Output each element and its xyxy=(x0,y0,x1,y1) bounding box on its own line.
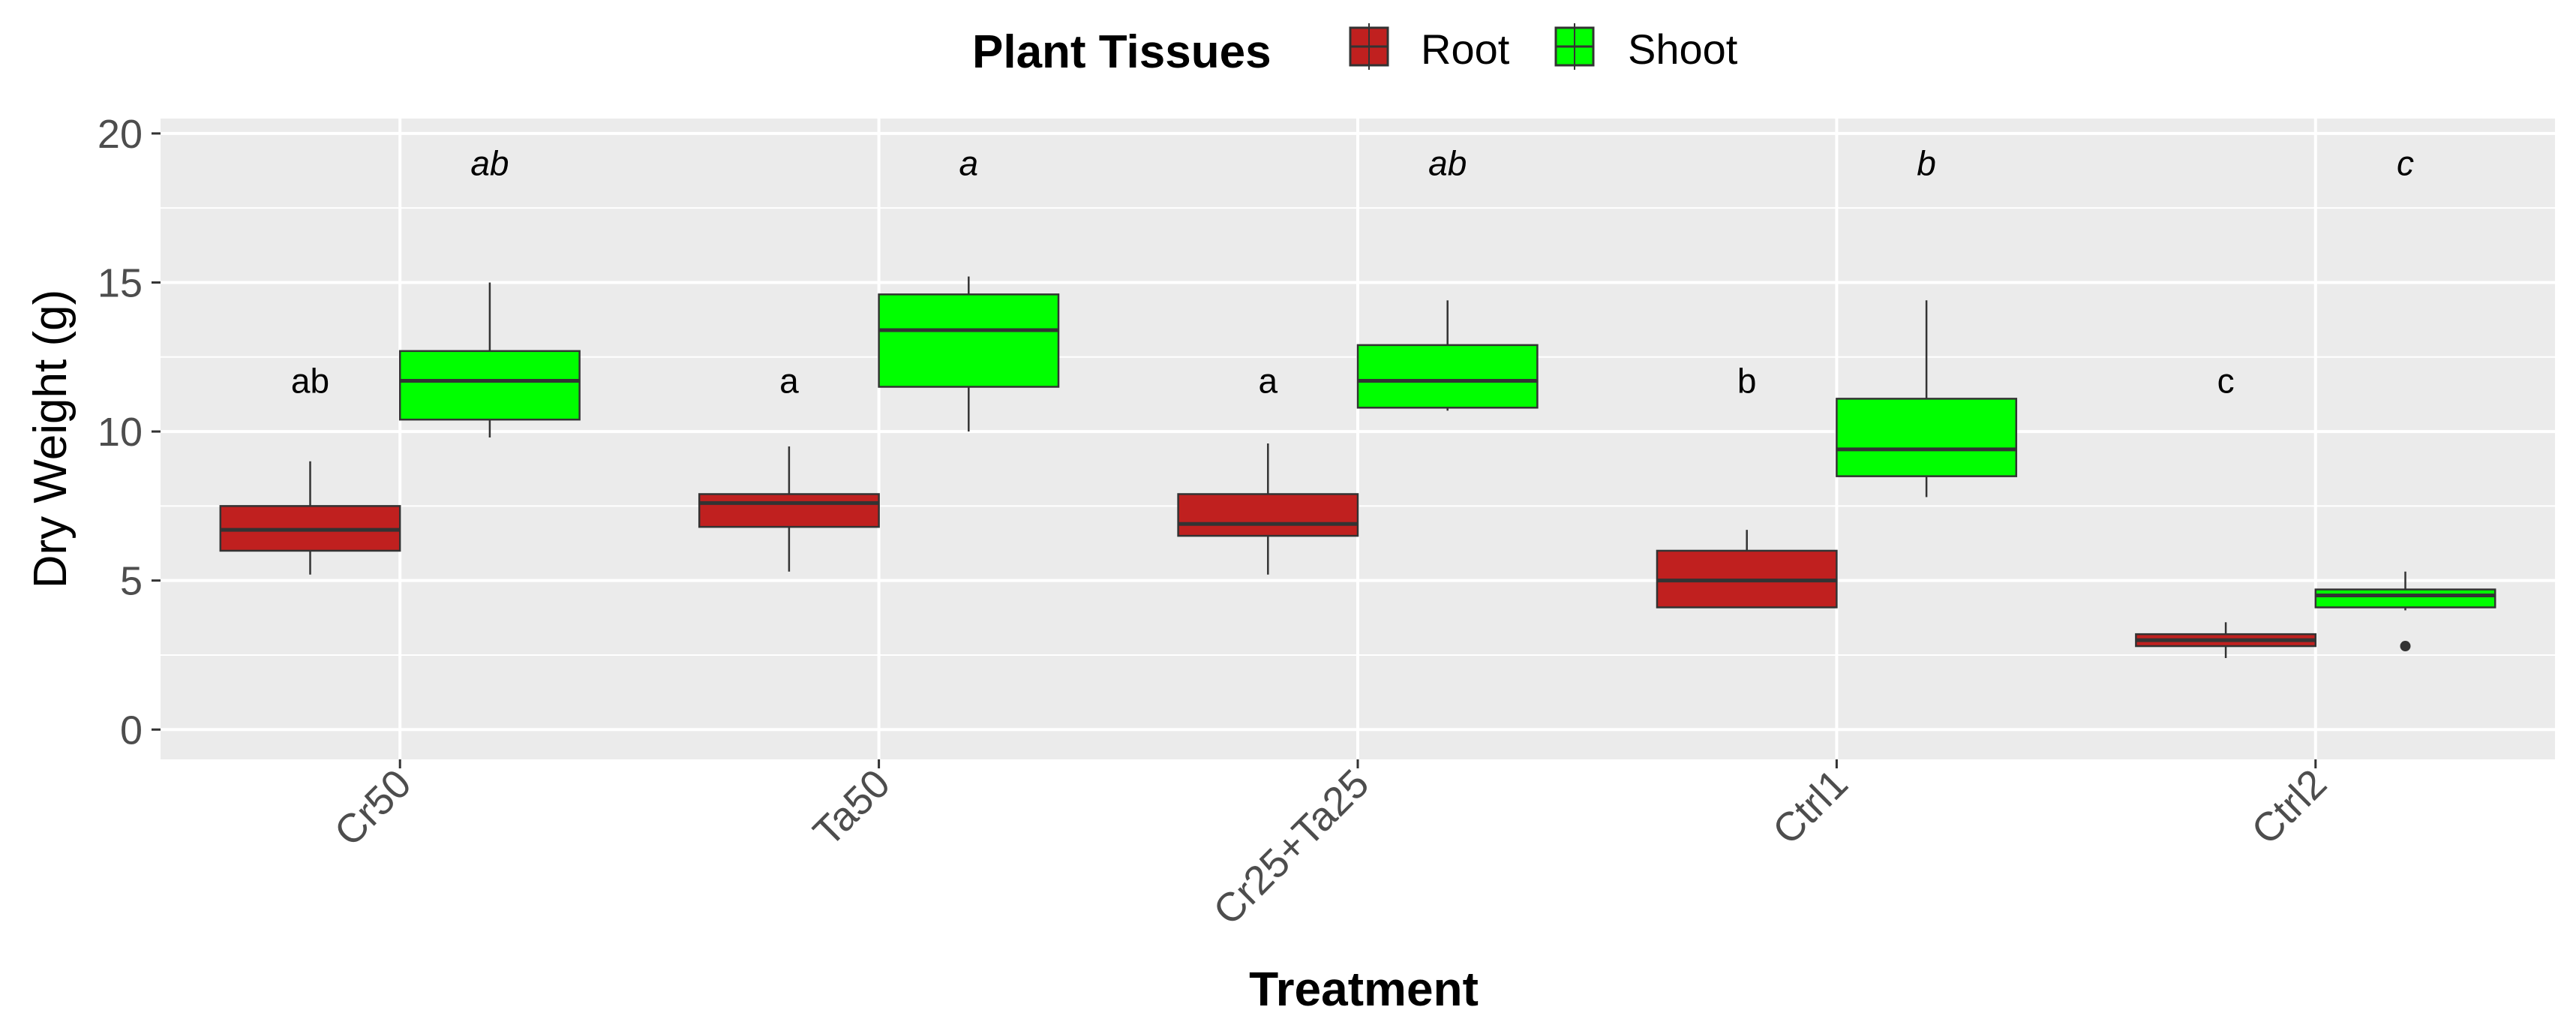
box-shoot-Cr25+Ta25 xyxy=(1356,300,1539,411)
box-body xyxy=(1177,493,1359,537)
box-root-Ctrl1 xyxy=(1656,530,1838,609)
y-tick-label: 20 xyxy=(98,112,143,157)
grid-lines xyxy=(161,119,2555,759)
y-tick-label: 5 xyxy=(120,559,143,604)
boxes xyxy=(219,276,2496,658)
box-root-Ctrl2 xyxy=(2135,622,2317,658)
sig-label-shoot-Ta50: a xyxy=(959,143,979,182)
box-body xyxy=(698,493,880,528)
box-root-Cr50 xyxy=(219,461,401,575)
box-root-Ta50 xyxy=(698,446,880,572)
x-tick-label: Cr25+Ta25 xyxy=(1205,761,1377,933)
x-tick-label: Cr50 xyxy=(326,761,419,855)
x-axis-title: Treatment xyxy=(1249,962,1479,1016)
box-body xyxy=(398,350,581,421)
box-body xyxy=(878,293,1060,388)
sig-label-root-Ctrl2: c xyxy=(2217,361,2235,400)
x-tick-label: Ctrl2 xyxy=(2243,761,2335,853)
sig-label-shoot-Cr50: ab xyxy=(470,143,509,182)
y-tick-label: 10 xyxy=(98,410,143,455)
box-shoot-Ctrl2 xyxy=(2314,571,2496,652)
box-body xyxy=(1836,398,2018,477)
box-body xyxy=(1356,344,1539,409)
y-tick-label: 15 xyxy=(98,260,143,305)
sig-label-root-Ta50: a xyxy=(779,361,799,400)
y-tick-label: 0 xyxy=(120,708,143,753)
x-tick-label: Ctrl1 xyxy=(1764,761,1857,853)
significance-labels: ab a a b cab a ab b c xyxy=(291,143,2414,400)
box-body xyxy=(2314,588,2496,609)
box-shoot-Ta50 xyxy=(878,276,1060,432)
sig-label-root-Cr25+Ta25: a xyxy=(1259,361,1278,400)
legend-label-shoot: Shoot xyxy=(1628,26,1738,73)
sig-label-shoot-Ctrl1: b xyxy=(1917,143,1936,182)
legend-title: Plant Tissues xyxy=(972,26,1271,78)
legend: Plant Tissues Root Shoot xyxy=(972,23,1738,78)
sig-label-root-Cr50: ab xyxy=(291,361,329,400)
box-shoot-Ctrl1 xyxy=(1836,300,2018,497)
x-tick-label: Ta50 xyxy=(805,761,899,855)
outlier-point xyxy=(2400,641,2411,652)
sig-label-shoot-Ctrl2: c xyxy=(2397,143,2414,182)
sig-label-shoot-Cr25+Ta25: ab xyxy=(1428,143,1467,182)
sig-label-root-Ctrl1: b xyxy=(1737,361,1757,400)
legend-label-root: Root xyxy=(1421,26,1510,73)
box-root-Cr25+Ta25 xyxy=(1177,443,1359,575)
y-axis-title: Dry Weight (g) xyxy=(25,290,77,589)
box-shoot-Cr50 xyxy=(398,282,581,438)
